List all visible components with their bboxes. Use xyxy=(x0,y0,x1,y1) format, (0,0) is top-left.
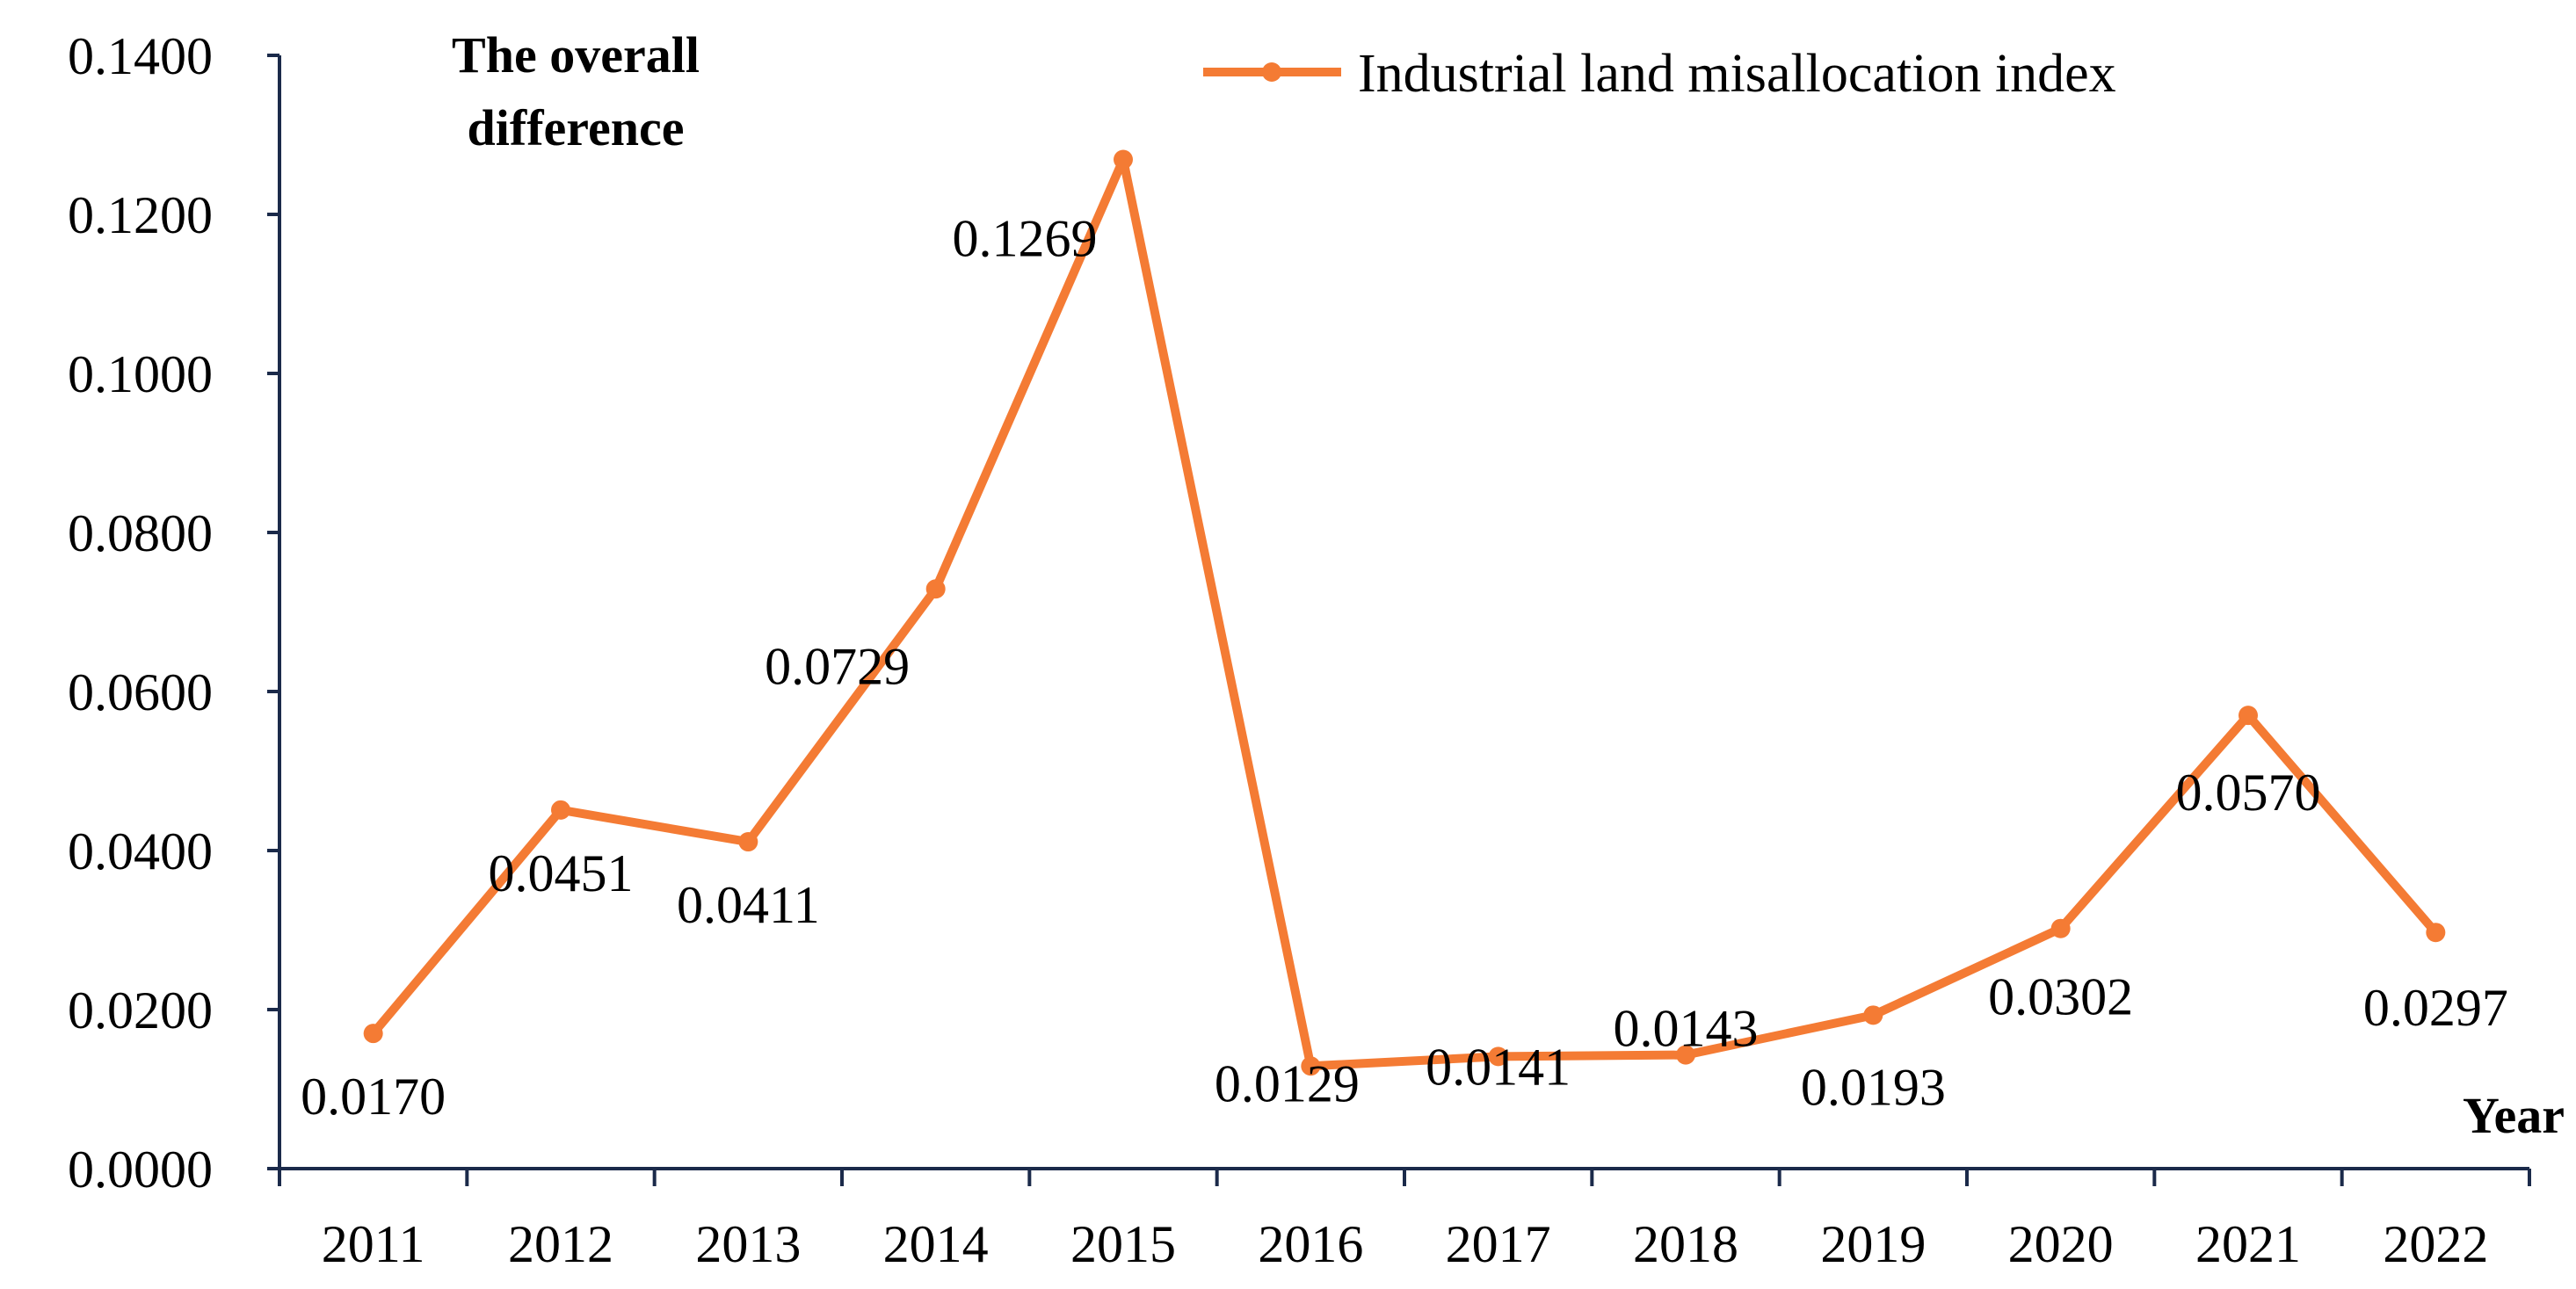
series-line xyxy=(368,155,2441,1071)
y-tick-label: 0.0800 xyxy=(68,504,213,562)
y-axis-title-line-2: difference xyxy=(468,99,685,156)
data-label: 0.0411 xyxy=(677,876,820,934)
x-tick-label: 2017 xyxy=(1446,1215,1551,1273)
data-label: 0.0193 xyxy=(1801,1058,1946,1116)
axis-titles: The overall difference Year xyxy=(452,26,2565,1144)
data-point xyxy=(551,800,570,820)
legend-label: Industrial land misallocation index xyxy=(1358,44,2116,104)
y-tick-label: 0.1400 xyxy=(68,27,213,85)
x-tick-label: 2018 xyxy=(1633,1215,1738,1273)
x-tick-label: 2021 xyxy=(2195,1215,2301,1273)
data-point xyxy=(925,579,946,599)
series-line-layer xyxy=(363,149,2446,1076)
data-point xyxy=(1488,1046,1508,1067)
data-label: 0.1269 xyxy=(953,210,1098,268)
y-tick-label: 0.1000 xyxy=(68,345,213,403)
legend: Industrial land misallocation index xyxy=(1203,44,2116,104)
data-point xyxy=(363,1024,383,1044)
x-tick-label: 2014 xyxy=(883,1215,989,1273)
data-point xyxy=(1114,149,1133,170)
y-tick-label: 0.0600 xyxy=(68,663,213,721)
data-point xyxy=(1676,1045,1695,1065)
data-label: 0.0170 xyxy=(301,1068,446,1126)
x-tick-label: 2020 xyxy=(2008,1215,2114,1273)
data-point xyxy=(1863,1005,1883,1025)
x-axis-title: Year xyxy=(2463,1087,2565,1144)
axes xyxy=(267,54,2531,1186)
x-tick-label: 2015 xyxy=(1070,1215,1176,1273)
tick-labels: 0.0000 0.0200 0.0400 0.0600 0.0800 0.1000 0.12… xyxy=(68,27,2488,1273)
data-label: 0.0451 xyxy=(489,844,634,902)
data-label: 0.0143 xyxy=(1614,1000,1759,1058)
y-tick-label: 0.0200 xyxy=(68,981,213,1039)
data-labels: 0.0170 0.0451 0.0411 0.0729 0.1269 0.0129 0.01… xyxy=(301,210,2508,1126)
x-tick-label: 2022 xyxy=(2383,1215,2488,1273)
data-label: 0.0141 xyxy=(1426,1038,1571,1096)
data-label: 0.0129 xyxy=(1215,1054,1360,1112)
data-label: 0.0302 xyxy=(1988,968,2133,1026)
y-tick-label: 0.0000 xyxy=(68,1141,213,1198)
y-tick-label: 0.1200 xyxy=(68,186,213,244)
x-tick-label: 2016 xyxy=(1258,1215,1363,1273)
y-axis-title-line-1: The overall xyxy=(452,26,700,83)
x-tick-label: 2012 xyxy=(508,1215,613,1273)
data-point xyxy=(2050,918,2071,938)
data-point xyxy=(1301,1056,1321,1076)
x-tick-label: 2019 xyxy=(1820,1215,1926,1273)
data-label: 0.0297 xyxy=(2363,979,2508,1037)
data-point xyxy=(738,832,758,852)
x-tick-label: 2011 xyxy=(322,1215,425,1273)
data-label: 0.0570 xyxy=(2176,764,2321,822)
y-tick-label: 0.0400 xyxy=(68,822,213,880)
data-label: 0.0729 xyxy=(765,637,910,695)
data-point xyxy=(2426,923,2446,943)
data-point xyxy=(2239,706,2258,726)
legend-marker xyxy=(1262,62,1281,82)
x-tick-label: 2013 xyxy=(695,1215,801,1273)
